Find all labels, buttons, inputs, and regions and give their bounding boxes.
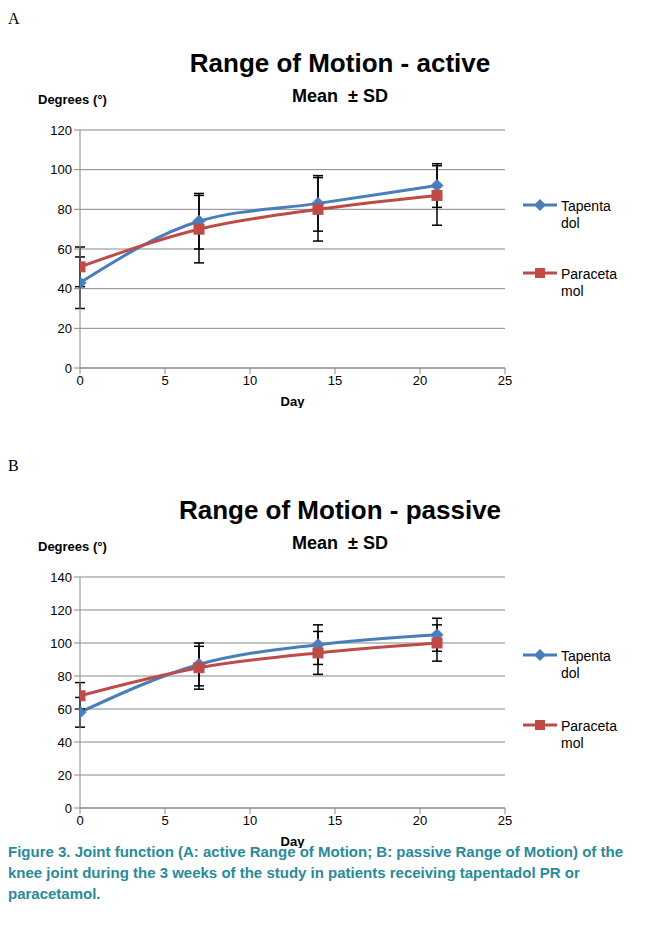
- svg-text:20: 20: [58, 321, 72, 336]
- html-text:Degrees (°): Degrees (°): [38, 539, 107, 554]
- html-text:Mean ± SD: Mean ± SD: [292, 86, 388, 106]
- svg-text:80: 80: [58, 202, 72, 217]
- html-text:Tapentadol: Tapentadol: [561, 648, 611, 681]
- svg-text:0: 0: [76, 373, 83, 388]
- html-text:A: A: [8, 10, 20, 27]
- svg-text:80: 80: [58, 669, 72, 684]
- svg-text:25: 25: [498, 373, 512, 388]
- svg-text:10: 10: [243, 813, 257, 828]
- svg-text:10: 10: [243, 373, 257, 388]
- html-text:Paracetamol: Paracetamol: [561, 718, 617, 751]
- svg-text:120: 120: [50, 123, 72, 138]
- html-text:Tapentadol: Tapentadol: [561, 198, 611, 231]
- html-text:Mean ± SD: Mean ± SD: [292, 533, 388, 553]
- svg-text:20: 20: [58, 768, 72, 783]
- svg-text:60: 60: [58, 242, 72, 257]
- svg-text:Day: Day: [281, 394, 306, 408]
- svg-text:5: 5: [161, 373, 168, 388]
- svg-text:20: 20: [413, 373, 427, 388]
- html-text:Range of Motion - active: Range of Motion - active: [189, 48, 491, 78]
- svg-text:0: 0: [65, 361, 72, 376]
- html-text:Degrees (°): Degrees (°): [38, 92, 107, 107]
- html-text:Paracetamol: Paracetamol: [561, 266, 617, 299]
- svg-text:15: 15: [328, 813, 342, 828]
- html-text:Range of Motion - passive: Range of Motion - passive: [178, 495, 502, 525]
- svg-text:100: 100: [50, 162, 72, 177]
- svg-text:100: 100: [50, 636, 72, 651]
- svg-text:0: 0: [65, 801, 72, 816]
- svg-text:40: 40: [58, 281, 72, 296]
- html-text:Figure 3. Joint function (A: a: Figure 3. Joint function (A: active Rang…: [8, 843, 623, 902]
- svg-text:5: 5: [161, 813, 168, 828]
- svg-text:20: 20: [413, 813, 427, 828]
- svg-text:25: 25: [498, 813, 512, 828]
- svg-text:120: 120: [50, 603, 72, 618]
- svg-text:0: 0: [76, 813, 83, 828]
- svg-text:15: 15: [328, 373, 342, 388]
- svg-text:40: 40: [58, 735, 72, 750]
- html-text:B: B: [8, 457, 19, 474]
- svg-text:140: 140: [50, 570, 72, 585]
- svg-text:60: 60: [58, 702, 72, 717]
